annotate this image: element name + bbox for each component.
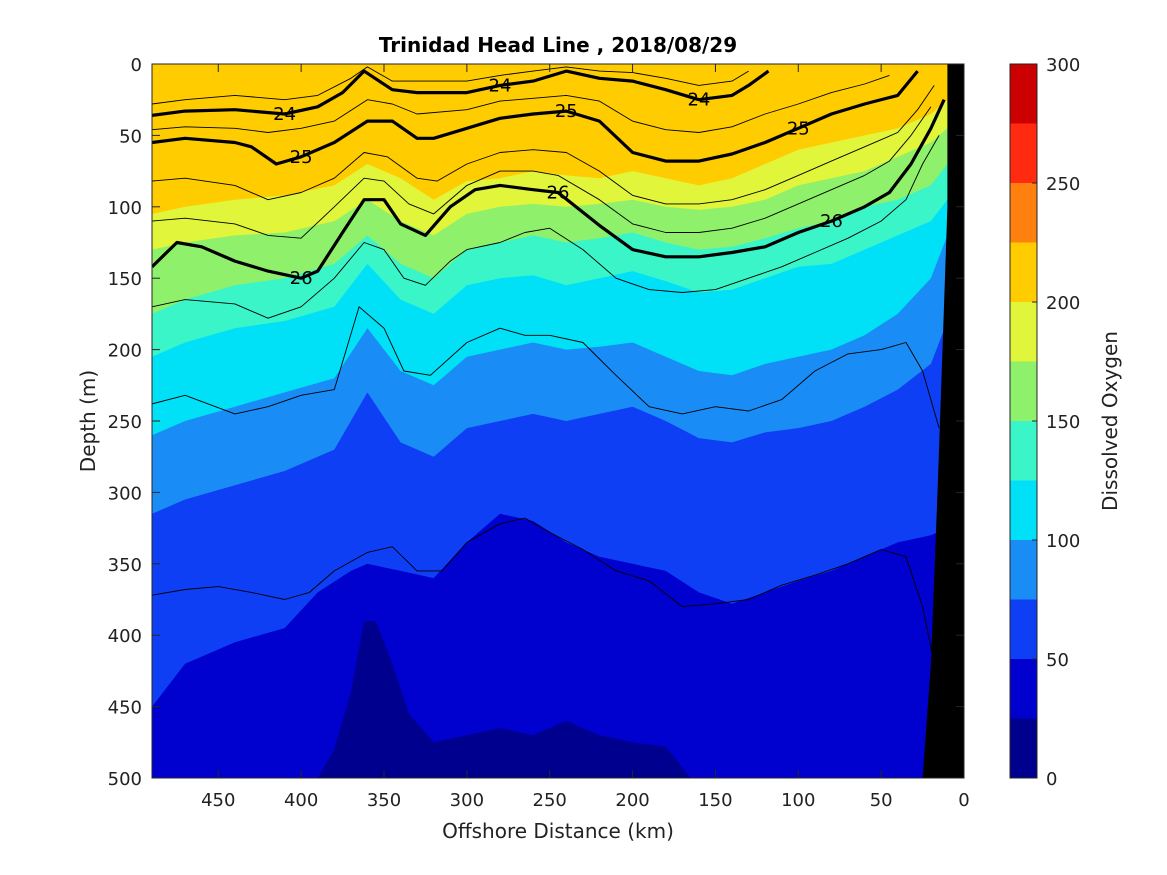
colorbar-segment [1010,480,1037,540]
contour-label-26: 26 [820,211,843,232]
y-tick-label: 150 [108,269,142,290]
colorbar-segment [1010,183,1037,243]
x-tick-label: 200 [615,790,649,811]
density-contour-thin-6 [152,106,932,239]
contour-label-25: 25 [787,118,810,139]
x-tick-label: 150 [698,790,732,811]
colorbar-segment [1010,718,1037,778]
x-tick-label: 350 [367,790,401,811]
contour-label-25: 25 [555,101,578,122]
colorbar-segment [1010,64,1037,124]
y-tick-label: 0 [131,55,142,76]
x-tick-label: 400 [284,790,318,811]
x-tick-label: 300 [450,790,484,811]
density-contour-thin-9 [152,517,935,664]
y-tick-label: 200 [108,341,142,362]
density-contour-thin-3 [152,66,749,105]
y-tick-label: 450 [108,698,142,719]
y-axis-ticks: 0 50 100 150 200 250 300 350 400 450 500 [108,55,964,790]
x-tick-label: 450 [201,790,235,811]
density-contour-thin-5 [152,85,935,205]
density-contour-thin-8 [152,306,940,429]
density-contour-24 [152,69,770,117]
colorbar-segment [1010,659,1037,719]
y-tick-label: 350 [108,555,142,576]
contour-label-24: 24 [687,90,710,111]
colorbar-segment [1010,242,1037,302]
colorbar-label: Dissolved Oxygen [1098,331,1122,511]
colorbar-segment [1010,599,1037,659]
contour-label-24: 24 [273,104,296,125]
colorbar-segment [1010,123,1037,183]
contour-label-layer: 24 24 24 25 25 25 26 26 26 [273,75,843,289]
plot-area [152,64,964,778]
contour-label-26: 26 [547,183,570,204]
colorbar-segment [1010,302,1037,362]
x-axis-ticks: 450 400 350 300 250 200 150 100 50 0 [201,64,970,811]
density-contour-26 [152,99,946,280]
colorbar [1009,63,1038,779]
colorbar-ticks: 0 50 100 150 200 250 300 [1032,55,1080,790]
oxygen-fill-layer [152,99,964,778]
density-contour-25 [152,70,919,166]
x-tick-label: 0 [958,790,969,811]
colorbar-tick-label: 250 [1046,174,1080,195]
seafloor-mask [922,64,964,778]
contour-label-25: 25 [290,147,313,168]
y-tick-label: 300 [108,483,142,504]
colorbar-segment [1010,361,1037,421]
y-axis-label: Depth (m) [76,370,100,472]
density-contour-layer [152,66,946,664]
x-tick-label: 250 [533,790,567,811]
colorbar-tick-label: 200 [1046,293,1080,314]
contour-label-26: 26 [290,268,313,289]
density-contour-thin-7 [152,135,940,319]
colorbar-segment [1010,540,1037,600]
density-contour-thin-4 [152,74,890,133]
colorbar-tick-label: 300 [1046,55,1080,76]
x-tick-label: 100 [781,790,815,811]
x-axis-label: Offshore Distance (km) [442,819,674,843]
contour-label-24: 24 [489,75,512,96]
colorbar-segment [1010,421,1037,481]
colorbar-tick-label: 50 [1046,650,1069,671]
x-tick-label: 50 [870,790,893,811]
colorbar-tick-label: 0 [1046,769,1057,790]
oxygen-region-below-25 [317,620,691,778]
y-tick-label: 400 [108,626,142,647]
chart-title: Trinidad Head Line , 2018/08/29 [379,33,737,57]
y-tick-label: 250 [108,412,142,433]
y-tick-label: 50 [119,126,142,147]
colorbar-tick-label: 100 [1046,531,1080,552]
colorbar-tick-label: 150 [1046,412,1080,433]
y-tick-label: 100 [108,198,142,219]
y-tick-label: 500 [108,769,142,790]
